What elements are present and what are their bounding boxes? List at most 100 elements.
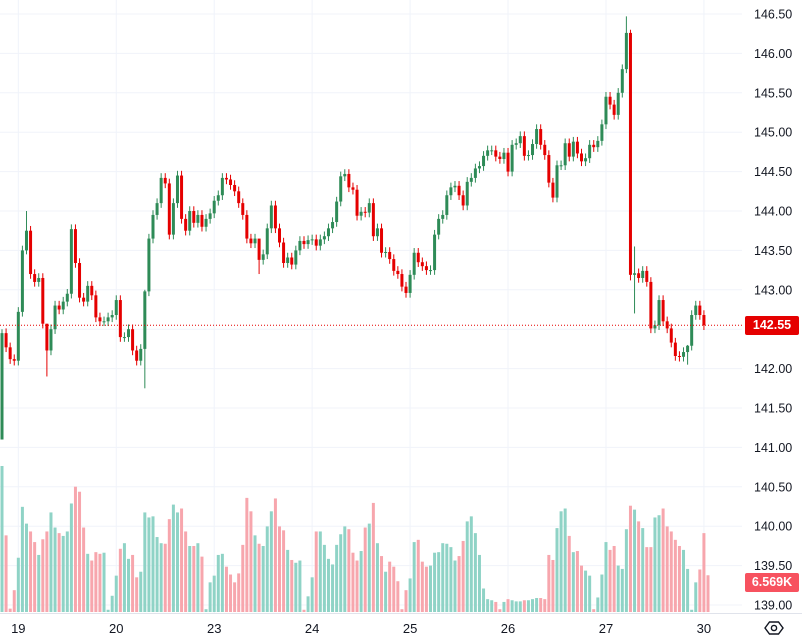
volume-bar <box>506 599 510 612</box>
volume-bar <box>53 527 57 612</box>
volume-bar <box>224 566 228 612</box>
volume-bar <box>437 552 441 612</box>
candle-down <box>461 195 465 206</box>
candle-up <box>294 250 298 265</box>
volume-bar <box>310 577 314 612</box>
volume-bar <box>147 517 151 612</box>
eye-icon[interactable] <box>764 620 784 636</box>
volume-bar <box>294 562 298 612</box>
candle-up <box>253 238 257 244</box>
volume-bar <box>686 568 690 612</box>
volume-bar <box>204 609 208 612</box>
candle-down <box>543 144 547 156</box>
candle-down <box>12 359 16 361</box>
candle-up <box>310 239 314 241</box>
volume-bar <box>384 571 388 612</box>
volume-bar <box>188 545 192 612</box>
candle-up <box>477 166 481 169</box>
candle-up <box>155 203 159 215</box>
volume-bar <box>114 575 118 612</box>
candle-down <box>278 228 282 243</box>
volume-bar <box>453 560 457 612</box>
volume-bar <box>571 552 575 612</box>
candle-down <box>57 305 61 310</box>
candle-down <box>416 252 420 263</box>
volume-bar <box>633 509 637 612</box>
volume-bar <box>539 598 543 612</box>
volume-bar <box>551 559 555 612</box>
volume-bar <box>400 609 404 612</box>
candle-up <box>265 228 269 255</box>
price-tick-label: 141.00 <box>754 441 792 455</box>
volume-bar <box>16 557 20 612</box>
volume-bar <box>163 543 167 612</box>
candle-up <box>686 345 690 353</box>
volume-bar <box>445 543 449 612</box>
volume-bar <box>8 608 12 612</box>
volume-bar <box>282 530 286 612</box>
volume-bar <box>61 535 65 612</box>
candle-up <box>298 240 302 251</box>
volume-bar <box>661 508 665 612</box>
candle-down <box>698 305 702 316</box>
time-axis[interactable]: 19 20 23 24 25 26 27 30 <box>11 621 711 636</box>
candle-up <box>220 177 224 196</box>
candle-down <box>522 136 526 156</box>
volume-bar <box>73 486 77 612</box>
volume-bar <box>290 559 294 612</box>
volume-bar <box>375 543 379 612</box>
candle-down <box>131 329 135 351</box>
price-tick-label: 143.50 <box>754 244 792 258</box>
candle-up <box>335 201 339 223</box>
volume-bar <box>20 506 24 612</box>
candle-down <box>233 184 237 192</box>
candle-up <box>469 177 473 182</box>
volume-bar <box>645 547 649 612</box>
volume-bar <box>363 527 367 612</box>
candle-up <box>641 270 645 278</box>
volume-bar <box>314 531 318 612</box>
candle-up <box>657 300 661 326</box>
candle-down <box>282 242 286 264</box>
volume-bar <box>677 545 681 612</box>
candle-up <box>53 305 57 330</box>
volume-bar <box>547 554 551 612</box>
candle-up <box>531 144 535 156</box>
candle-down <box>351 187 355 190</box>
candles <box>0 16 706 440</box>
price-axis[interactable]: 146.50 146.00 145.50 145.00 144.50 144.00 143.… <box>754 8 792 613</box>
volume-bar <box>477 554 481 612</box>
candle-down <box>98 317 102 322</box>
candle-down <box>118 300 122 338</box>
candle-down <box>249 238 253 244</box>
volume-bar <box>592 609 596 612</box>
volume-bar <box>29 531 33 612</box>
candle-up <box>306 240 310 245</box>
candle-down <box>237 191 241 204</box>
candle-down <box>167 183 171 235</box>
candle-up <box>147 238 151 292</box>
volume-bar <box>184 531 188 612</box>
volume-bar <box>559 511 563 612</box>
candle-up <box>24 230 28 251</box>
candle-down <box>184 218 188 231</box>
time-tick-label: 30 <box>697 621 711 636</box>
candle-down <box>363 211 367 213</box>
candle-up <box>61 301 65 310</box>
candle-up <box>384 251 388 253</box>
volume-bar <box>416 539 420 612</box>
volume-bar <box>86 553 90 612</box>
candle-up <box>375 228 379 237</box>
volume-bar <box>273 498 277 612</box>
volume-bar <box>347 529 351 612</box>
candle-down <box>192 211 196 223</box>
volume-bar <box>298 560 302 612</box>
volume-bar <box>653 517 657 612</box>
volume-bar <box>65 531 69 612</box>
current-volume-badge: 6.569K <box>745 572 799 592</box>
candle-up <box>559 165 563 167</box>
volume-bar <box>563 508 567 612</box>
candle-down <box>420 262 424 267</box>
